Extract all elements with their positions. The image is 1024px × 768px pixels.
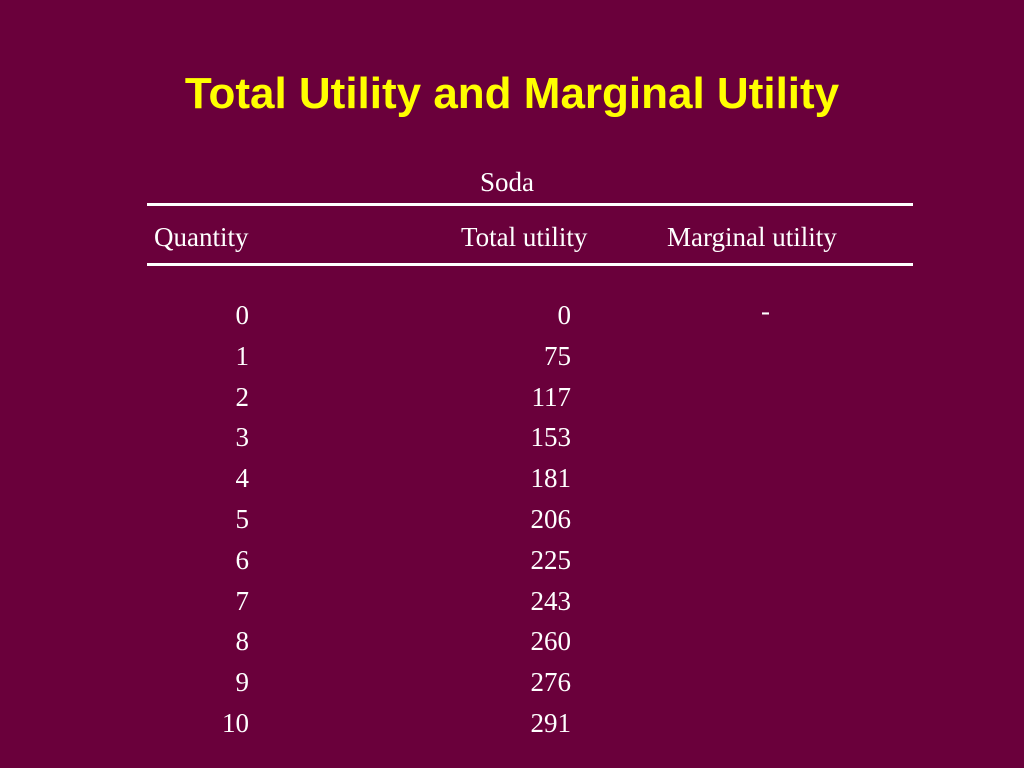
table-row: 8 260 bbox=[147, 621, 913, 662]
cell-total-utility: 291 bbox=[530, 707, 572, 738]
cell-quantity: 3 bbox=[235, 422, 250, 453]
cell-total-utility: 260 bbox=[530, 626, 572, 657]
column-header-total-utility: Total utility bbox=[461, 222, 588, 252]
cell-total-utility: 75 bbox=[544, 340, 571, 371]
cell-quantity: 9 bbox=[235, 667, 250, 698]
cell-quantity: 1 bbox=[235, 340, 250, 371]
cell-marginal-utility: - bbox=[761, 296, 770, 326]
column-header-quantity: Quantity bbox=[154, 222, 249, 252]
cell-quantity: 0 bbox=[235, 300, 250, 330]
cell-total-utility: 276 bbox=[530, 667, 572, 698]
table-row: 3 153 bbox=[147, 417, 913, 458]
table-row: 9 276 bbox=[147, 662, 913, 703]
cell-total-utility: 206 bbox=[530, 503, 572, 534]
table-row: 7 243 bbox=[147, 581, 913, 622]
slide-title: Total Utility and Marginal Utility bbox=[184, 69, 840, 118]
table-body: 0 0 - 1 75 2 117 3 153 4 181 5 206 bbox=[147, 295, 913, 744]
utility-table: Soda Quantity Total utility Marginal uti… bbox=[147, 0, 913, 768]
table-header-rule bbox=[147, 263, 913, 266]
cell-total-utility: 181 bbox=[530, 463, 572, 494]
cell-quantity: 8 bbox=[235, 626, 250, 657]
table-row: 2 117 bbox=[147, 377, 913, 418]
table-row: 0 0 - bbox=[147, 295, 913, 336]
cell-total-utility: 225 bbox=[530, 544, 572, 575]
cell-total-utility: 117 bbox=[531, 381, 572, 412]
cell-total-utility: 243 bbox=[530, 585, 572, 616]
cell-quantity: 5 bbox=[235, 503, 250, 534]
cell-quantity: 4 bbox=[235, 463, 250, 494]
cell-quantity: 10 bbox=[222, 707, 249, 738]
cell-quantity: 2 bbox=[235, 381, 250, 412]
group-header-soda: Soda bbox=[480, 167, 534, 197]
cell-quantity: 7 bbox=[235, 585, 250, 616]
table-row: 10 291 bbox=[147, 703, 913, 744]
cell-quantity: 6 bbox=[235, 544, 250, 575]
table-row: 5 206 bbox=[147, 499, 913, 540]
cell-total-utility: 0 bbox=[557, 300, 572, 330]
table-row: 1 75 bbox=[147, 336, 913, 377]
cell-total-utility: 153 bbox=[530, 422, 572, 453]
table-row: 6 225 bbox=[147, 540, 913, 581]
column-header-marginal-utility: Marginal utility bbox=[667, 222, 837, 252]
table-top-rule bbox=[147, 203, 913, 206]
table-row: 4 181 bbox=[147, 458, 913, 499]
